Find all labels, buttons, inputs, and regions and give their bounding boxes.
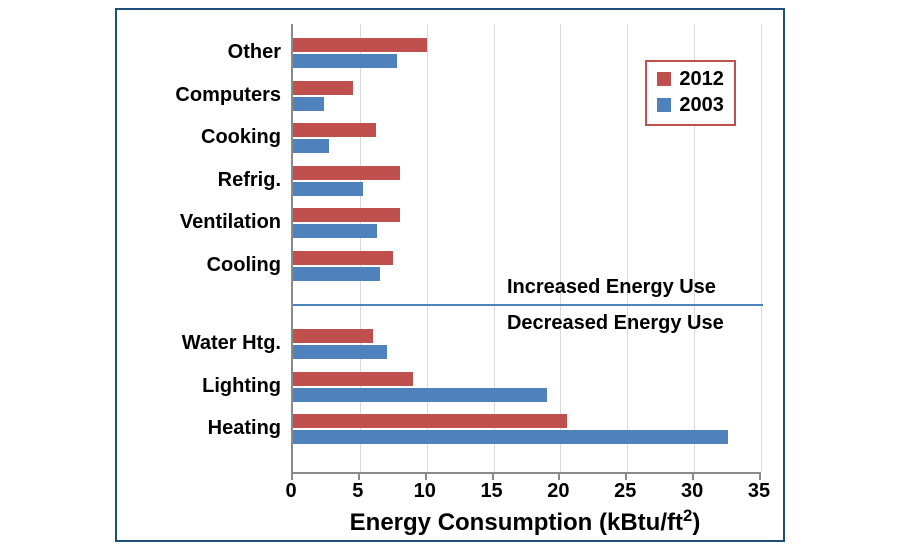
bar-s2012 [293, 38, 427, 52]
legend: 20122003 [645, 60, 736, 126]
x-tick-label: 35 [739, 480, 779, 503]
gridline [761, 24, 762, 472]
bar-s2012 [293, 372, 413, 386]
gridline [627, 24, 628, 472]
category-label: Refrig. [218, 169, 281, 192]
x-axis-label: Energy Consumption (kBtu/ft2) [291, 506, 759, 537]
bar-s2012 [293, 251, 393, 265]
bar-s2003 [293, 345, 387, 359]
legend-swatch-icon [657, 98, 671, 112]
bar-s2003 [293, 97, 324, 111]
bar-s2012 [293, 208, 400, 222]
bar-s2003 [293, 224, 377, 238]
x-tick-label: 20 [538, 480, 578, 503]
category-label: Ventilation [180, 211, 281, 234]
x-tick-label: 5 [338, 480, 378, 503]
bar-s2012 [293, 81, 353, 95]
gridline [427, 24, 428, 472]
category-label: Lighting [202, 375, 281, 398]
category-label: Heating [208, 417, 281, 440]
x-tick-label: 10 [405, 480, 445, 503]
bar-s2003 [293, 267, 380, 281]
gridline [494, 24, 495, 472]
annotation: Decreased Energy Use [507, 312, 724, 335]
category-label: Water Htg. [182, 332, 281, 355]
bar-s2003 [293, 139, 329, 153]
bar-s2012 [293, 329, 373, 343]
x-tick-label: 15 [472, 480, 512, 503]
divider-line [293, 304, 763, 306]
x-tick-label: 25 [605, 480, 645, 503]
legend-item: 2012 [657, 66, 724, 92]
bar-s2003 [293, 430, 728, 444]
bar-s2012 [293, 123, 376, 137]
bar-s2003 [293, 182, 363, 196]
legend-swatch-icon [657, 72, 671, 86]
bar-s2003 [293, 388, 547, 402]
category-label: Other [228, 41, 281, 64]
legend-item: 2003 [657, 92, 724, 118]
bar-s2012 [293, 414, 567, 428]
gridline [360, 24, 361, 472]
x-tick-label: 30 [672, 480, 712, 503]
annotation: Increased Energy Use [507, 276, 716, 299]
legend-label: 2012 [679, 66, 724, 92]
bar-s2003 [293, 54, 397, 68]
category-label: Computers [175, 84, 281, 107]
legend-label: 2003 [679, 92, 724, 118]
category-label: Cooking [201, 126, 281, 149]
category-label: Cooling [207, 254, 281, 277]
chart-frame: Increased Energy Use Decreased Energy Use… [115, 8, 785, 542]
bar-s2012 [293, 166, 400, 180]
x-tick-label: 0 [271, 480, 311, 503]
gridline [560, 24, 561, 472]
